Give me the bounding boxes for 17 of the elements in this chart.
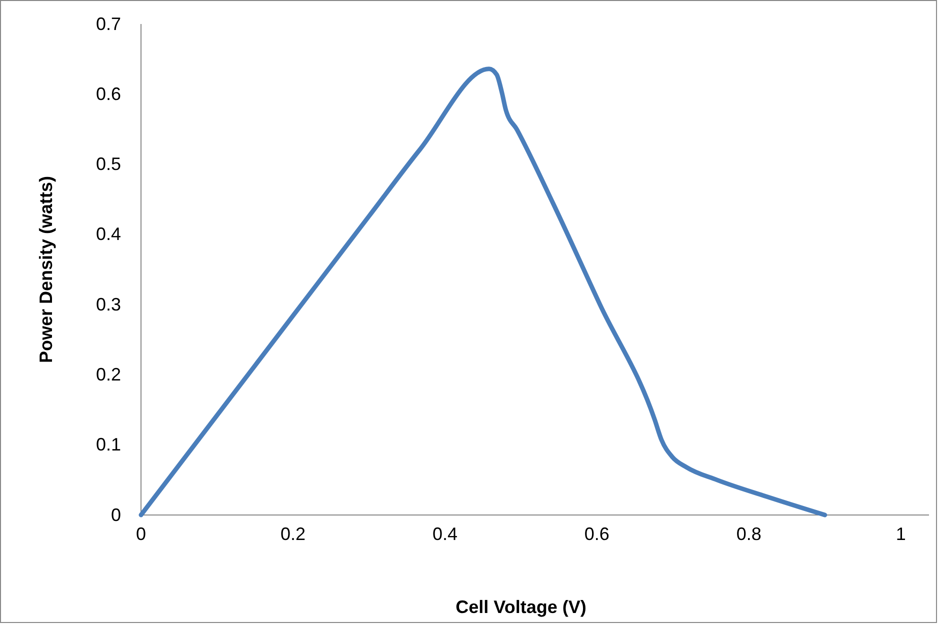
y-tick-label: 0.7 xyxy=(96,14,121,34)
x-tick-label: 1 xyxy=(896,524,906,544)
y-tick-label: 0.5 xyxy=(96,154,121,174)
y-tick-label: 0.4 xyxy=(96,224,121,244)
x-tick-label: 0.4 xyxy=(432,524,458,544)
x-tick-label: 0.6 xyxy=(584,524,610,544)
y-tick-label: 0.3 xyxy=(96,294,121,314)
y-tick-label: 0.6 xyxy=(96,84,121,104)
x-tick-label: 0 xyxy=(136,524,146,544)
y-tick-label: 0.1 xyxy=(96,434,121,455)
x-tick-label: 0.2 xyxy=(280,524,306,544)
y-tick-label: 0.2 xyxy=(96,364,121,384)
y-tick-label: 0 xyxy=(110,504,121,525)
x-tick-label: 0.8 xyxy=(736,524,762,544)
line-series xyxy=(138,66,828,518)
y-axis-title: Power Density (watts) xyxy=(36,176,56,364)
x-axis-title: Cell Voltage (V) xyxy=(456,597,586,617)
